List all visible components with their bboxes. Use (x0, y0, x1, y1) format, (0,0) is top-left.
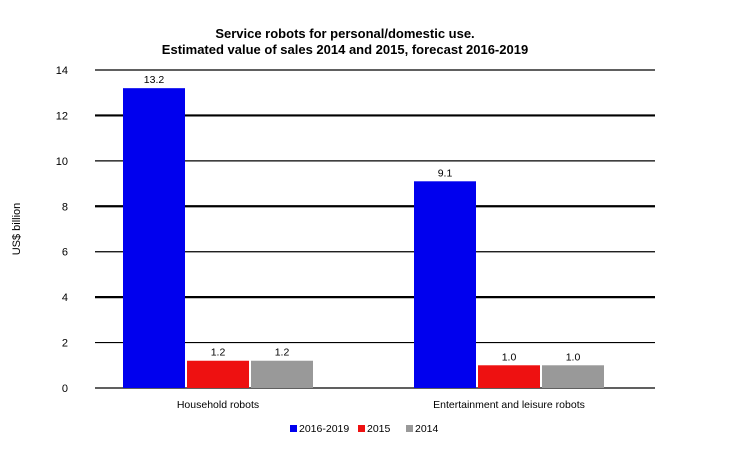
bar (251, 360, 313, 388)
bar (542, 365, 604, 388)
y-tick-label: 4 (62, 292, 68, 304)
x-category-label: Entertainment and leisure robots (433, 399, 585, 411)
y-tick-label: 6 (62, 247, 68, 259)
x-category-label: Household robots (177, 399, 259, 411)
y-axis-label: US$ billion (11, 203, 23, 256)
y-tick-label: 10 (56, 156, 68, 168)
chart-title: Service robots for personal/domestic use… (215, 26, 474, 41)
bars (123, 88, 604, 389)
bar (187, 360, 249, 388)
y-tick-label: 12 (56, 110, 68, 122)
legend-swatch (358, 425, 365, 432)
legend-swatch (290, 425, 297, 432)
bar (414, 181, 476, 388)
data-label: 1.2 (275, 347, 290, 359)
bar (123, 88, 185, 389)
y-axis-ticks: 0 2 4 6 8 10 12 14 (56, 65, 68, 395)
legend-label: 2014 (415, 423, 439, 435)
data-label: 1.0 (566, 351, 581, 363)
data-label: 9.1 (438, 167, 453, 179)
data-label: 13.2 (144, 74, 165, 86)
legend-label: 2016-2019 (299, 423, 349, 435)
y-tick-label: 14 (56, 65, 68, 77)
data-label: 1.0 (502, 351, 517, 363)
legend-swatch (406, 425, 413, 432)
data-label: 1.2 (211, 347, 226, 359)
y-tick-label: 8 (62, 201, 68, 213)
y-tick-label: 2 (62, 338, 68, 350)
chart-subtitle: Estimated value of sales 2014 and 2015, … (162, 42, 528, 57)
y-tick-label: 0 (62, 383, 68, 395)
data-labels: 13.2 1.2 1.2 9.1 1.0 1.0 (144, 74, 581, 363)
legend: 2016-2019 2015 2014 (290, 423, 439, 435)
gridlines (95, 69, 655, 389)
bar (478, 365, 540, 388)
legend-label: 2015 (367, 423, 391, 435)
x-axis-categories: Household robots Entertainment and leisur… (177, 399, 585, 411)
